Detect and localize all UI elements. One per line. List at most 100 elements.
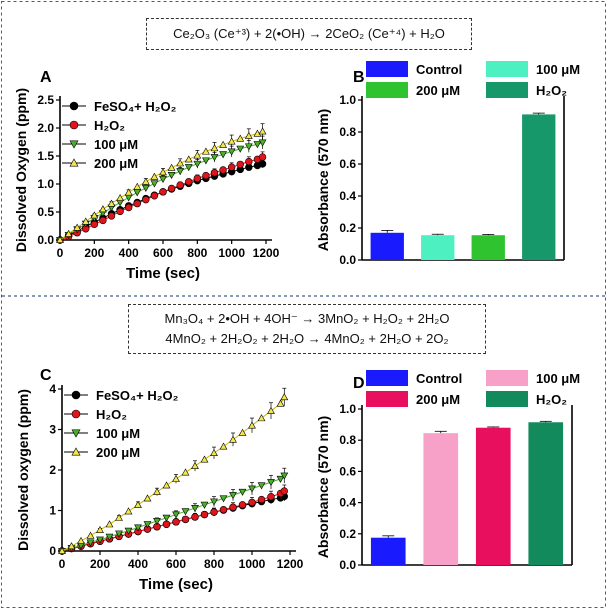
panel-label: B [353, 69, 365, 86]
y-tick-label: 0.4 [339, 496, 356, 510]
data-point [96, 536, 104, 544]
data-point [238, 501, 247, 509]
panel-a-line-chart: A 0.0 0.5 1.0 1.5 2.0 2.5 0 200 400 600 800 1000 1200… [13, 69, 280, 282]
reaction-equation-mn-1: Mn₃O₄ + 2•OH + 4OH⁻ → 3MnO₂ + H₂O₂ + 2H₂… [164, 311, 450, 326]
reaction-box-bottom: Mn₃O₄ + 2•OH + 4OH⁻ → 3MnO₂ + H₂O₂ + 2H₂… [128, 304, 486, 354]
data-point [210, 498, 218, 506]
data-point [185, 178, 193, 186]
legend-label: 100 μM [94, 137, 138, 152]
data-point [202, 157, 210, 165]
series-3 [58, 387, 289, 555]
data-point [210, 144, 219, 152]
y-tick-label: 0 [49, 544, 56, 558]
data-point [257, 414, 266, 422]
data-point [257, 495, 266, 504]
legend-swatch [486, 391, 528, 407]
data-point [150, 172, 159, 180]
data-point [124, 194, 133, 202]
data-point [141, 184, 150, 192]
data-point [143, 521, 152, 529]
data-point [184, 155, 193, 163]
data-point [248, 498, 256, 507]
bar [475, 427, 511, 565]
data-point [124, 188, 133, 196]
data-point [176, 168, 185, 176]
data-point [162, 481, 171, 489]
x-tick-label: 800 [187, 246, 207, 260]
bar [370, 232, 404, 260]
data-point [193, 160, 202, 168]
data-point [116, 207, 124, 216]
data-point [257, 482, 266, 490]
legend-label: 100 μM [536, 371, 580, 386]
data-point [184, 164, 193, 172]
data-point [153, 518, 161, 526]
legend-label: 100 μM [536, 62, 580, 77]
data-point [210, 508, 218, 516]
y-tick-label: 4 [49, 382, 56, 396]
outer-frame [1, 1, 606, 608]
x-tick-label: 0 [59, 557, 66, 571]
legend-marker [69, 120, 79, 130]
data-point [77, 536, 85, 544]
data-point [181, 468, 190, 476]
y-tick-label: 0.0 [339, 558, 356, 572]
data-point [159, 168, 167, 176]
data-point [253, 129, 262, 137]
data-point [58, 546, 66, 555]
legend-label: 200 μM [416, 392, 460, 407]
data-point [150, 180, 159, 188]
x-tick-label: 0 [57, 246, 64, 260]
x-tick-label: 800 [204, 557, 224, 571]
data-point [210, 169, 219, 177]
data-point [202, 147, 210, 155]
data-point [236, 160, 244, 169]
data-point [134, 500, 142, 508]
data-point [267, 493, 275, 501]
legend-label: H₂O₂ [96, 407, 127, 422]
legend-marker [71, 447, 81, 456]
data-point [167, 163, 176, 171]
y-tick-label: 0.6 [339, 464, 356, 478]
panel-b-bar-chart: B 0.0 0.2 0.4 0.6 0.8 1.0 Absorbance (570 nm) Co… [315, 61, 580, 267]
legend-swatch [486, 61, 528, 77]
y-tick-label: 0.2 [339, 527, 356, 541]
legend-label: Control [416, 371, 462, 386]
data-point [267, 479, 275, 487]
data-point [176, 159, 185, 167]
bar [471, 235, 505, 260]
y-axis-title: Absorbance (570 nm) [315, 416, 331, 558]
data-point [159, 188, 167, 196]
data-point [133, 182, 142, 190]
legend-swatch [366, 82, 408, 98]
x-axis-title: Time (sec) [126, 265, 200, 282]
data-point [219, 495, 228, 503]
x-axis-title: Time (sec) [139, 576, 213, 593]
data-point [133, 189, 142, 197]
data-point [200, 501, 209, 509]
x-tick-label: 1000 [218, 246, 245, 260]
data-point [124, 527, 133, 535]
data-point [244, 143, 253, 151]
x-tick-label: 400 [128, 557, 148, 571]
data-point [176, 181, 184, 189]
data-point [227, 148, 236, 156]
data-point [244, 131, 253, 139]
data-point [162, 520, 171, 528]
panel-d-bar-chart: D 0.0 0.2 0.4 0.6 0.8 1.0 Absorbance (570 nm) Co… [315, 370, 580, 572]
legend-marker [71, 390, 81, 400]
data-point [141, 177, 150, 185]
series-3 [56, 123, 267, 244]
data-point [133, 199, 141, 208]
data-point [90, 211, 99, 219]
data-point [124, 203, 133, 212]
y-tick-label: 1.0 [339, 93, 356, 107]
data-point [167, 172, 176, 180]
reaction-equation-ce: Ce₂O₃ (Ce⁺³) + 2(•OH) → 2CeO₂ (Ce⁺⁴) + H… [173, 26, 445, 41]
legend-label: H₂O₂ [536, 83, 567, 98]
data-point [227, 137, 236, 145]
data-point [248, 485, 256, 493]
data-point [280, 472, 289, 480]
data-point [150, 192, 159, 200]
